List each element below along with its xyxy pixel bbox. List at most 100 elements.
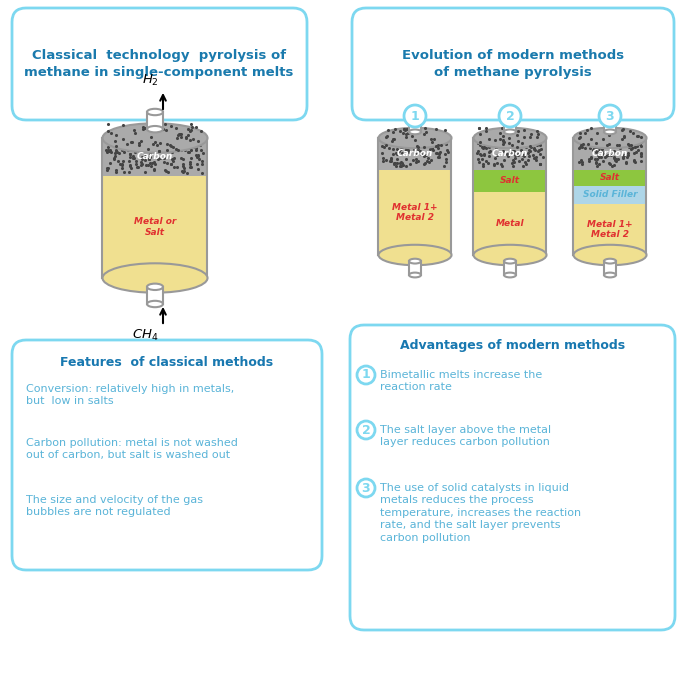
Point xyxy=(163,166,174,177)
Point xyxy=(624,126,635,137)
Point xyxy=(580,128,590,139)
Point xyxy=(162,144,173,155)
Point xyxy=(530,144,540,155)
Point xyxy=(516,144,527,155)
Point xyxy=(513,155,524,166)
Point xyxy=(395,161,406,172)
Circle shape xyxy=(357,366,375,384)
Point xyxy=(164,145,175,156)
Point xyxy=(110,145,121,156)
Point xyxy=(621,158,632,169)
Point xyxy=(528,149,539,160)
Point xyxy=(124,167,135,178)
Point xyxy=(390,148,401,159)
Point xyxy=(519,124,530,135)
Point xyxy=(586,122,597,133)
Point xyxy=(580,142,591,153)
Point xyxy=(158,139,169,150)
Point xyxy=(130,127,141,138)
Point xyxy=(429,134,440,145)
Point xyxy=(419,128,429,139)
Point xyxy=(116,162,127,173)
Point xyxy=(190,150,201,161)
Point xyxy=(184,135,195,146)
Point xyxy=(395,160,406,171)
Point xyxy=(169,152,179,163)
Bar xyxy=(379,170,451,255)
Point xyxy=(475,149,486,160)
Point xyxy=(512,149,523,160)
Point xyxy=(147,142,158,153)
Point xyxy=(473,146,484,157)
Point xyxy=(525,142,536,153)
Point xyxy=(432,139,443,150)
Point xyxy=(110,140,121,151)
Point xyxy=(165,120,176,131)
Point xyxy=(175,145,186,156)
Point xyxy=(477,143,488,154)
Point xyxy=(122,139,133,150)
Bar xyxy=(504,261,516,275)
Point xyxy=(173,145,184,156)
Point xyxy=(196,125,207,136)
Point xyxy=(497,146,508,157)
Point xyxy=(117,141,128,152)
Point xyxy=(164,135,175,146)
Point xyxy=(143,154,154,165)
Point xyxy=(410,156,421,167)
Point xyxy=(168,155,179,166)
Point xyxy=(525,141,536,152)
Text: Salt: Salt xyxy=(500,176,520,185)
Point xyxy=(395,139,406,150)
Point xyxy=(116,160,127,171)
Point xyxy=(188,139,199,150)
Point xyxy=(426,137,437,148)
Point xyxy=(593,150,603,161)
Point xyxy=(593,142,603,153)
Ellipse shape xyxy=(379,245,451,265)
Point xyxy=(385,155,396,166)
Ellipse shape xyxy=(604,259,616,264)
Point xyxy=(425,140,436,151)
Point xyxy=(143,143,154,154)
Point xyxy=(147,137,158,148)
Point xyxy=(521,159,532,170)
Point xyxy=(384,142,395,153)
Point xyxy=(101,162,112,173)
Point xyxy=(142,142,153,153)
Point xyxy=(473,153,484,164)
Point xyxy=(603,138,614,149)
Point xyxy=(593,159,604,170)
Point xyxy=(593,145,603,156)
Point xyxy=(390,135,401,146)
Point xyxy=(616,124,627,135)
Point xyxy=(379,137,390,148)
Point xyxy=(501,137,512,148)
Point xyxy=(614,142,625,153)
Point xyxy=(484,147,495,158)
Point xyxy=(108,153,119,164)
Point xyxy=(127,143,138,154)
Point xyxy=(137,151,148,162)
Point xyxy=(633,144,644,155)
Point xyxy=(178,139,189,150)
Point xyxy=(415,146,426,157)
Point xyxy=(573,157,584,168)
Point xyxy=(146,132,157,143)
Point xyxy=(391,143,402,154)
Point xyxy=(109,150,120,161)
Point xyxy=(619,131,630,142)
Point xyxy=(629,155,640,166)
Point xyxy=(513,125,524,136)
Point xyxy=(508,160,519,171)
Point xyxy=(479,142,490,153)
Point xyxy=(380,154,391,165)
Text: $H_2$: $H_2$ xyxy=(142,73,159,88)
Text: Metal 1+
Metal 2: Metal 1+ Metal 2 xyxy=(393,203,438,222)
Point xyxy=(589,142,600,153)
Point xyxy=(524,145,535,156)
Point xyxy=(412,141,423,152)
Point xyxy=(632,131,643,142)
Point xyxy=(574,132,585,143)
Point xyxy=(143,153,154,164)
